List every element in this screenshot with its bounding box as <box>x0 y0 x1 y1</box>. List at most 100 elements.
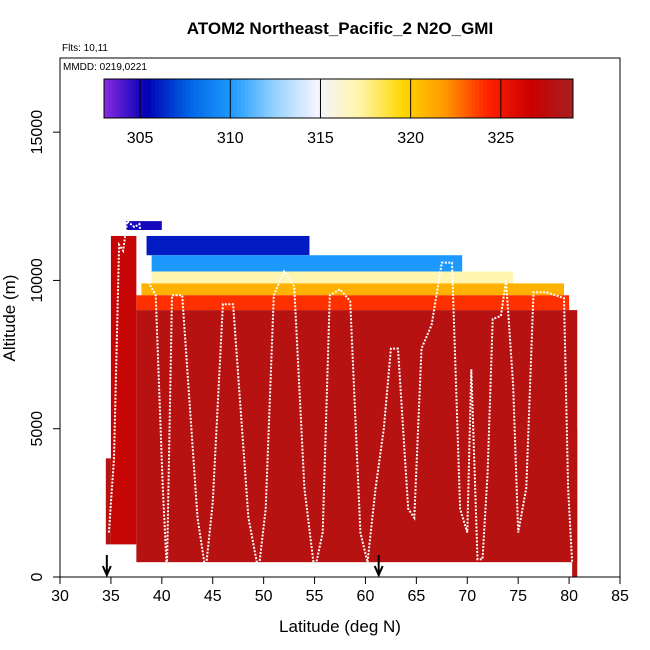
colorbar-segment <box>111 79 117 118</box>
colorbar-segment <box>541 79 547 118</box>
colorbar-tick-label: 320 <box>397 130 424 147</box>
marker-arrow-head <box>373 565 384 578</box>
field-layer <box>151 271 514 284</box>
flight-track-line <box>107 219 574 572</box>
colorbar-segment <box>154 79 160 118</box>
colorbar-segment <box>135 79 140 118</box>
colorbar-segment <box>115 79 121 118</box>
colorbar-segment <box>490 79 496 118</box>
colorbar-segment <box>107 79 113 118</box>
x-axis-label: Latitude (deg N) <box>279 617 401 636</box>
x-tick-label: 50 <box>255 588 273 605</box>
field-column <box>136 310 578 563</box>
colorbar-segment <box>322 79 328 118</box>
colorbar-segment <box>186 79 191 118</box>
colorbar-segment <box>291 79 297 118</box>
colorbar-segment <box>447 79 453 118</box>
colorbar-segment <box>205 79 211 118</box>
colorbar-segment <box>361 79 367 118</box>
colorbar-segment <box>526 79 531 118</box>
colorbar-segment <box>256 79 261 118</box>
y-tick-label: 15000 <box>29 110 46 155</box>
colorbar-tick-label: 310 <box>217 130 244 147</box>
colorbar-segment <box>346 79 351 118</box>
colorbar-segment <box>334 79 339 118</box>
colorbar-segment <box>549 79 554 118</box>
colorbar-segment <box>279 79 285 118</box>
colorbar-segment <box>565 79 570 118</box>
field-layer <box>136 295 570 311</box>
colorbar-segment <box>174 79 179 118</box>
colorbar-segment <box>369 79 375 118</box>
colorbar-segment <box>139 79 144 118</box>
y-axis-label: Altitude (m) <box>0 275 19 362</box>
colorbar-segment <box>451 79 457 118</box>
x-tick-label: 40 <box>153 588 171 605</box>
colorbar-segment <box>377 79 382 118</box>
colorbar-segment <box>463 79 468 118</box>
field-layer <box>141 283 565 296</box>
colorbar-segment <box>397 79 402 118</box>
colorbar-segment <box>416 79 422 118</box>
colorbar-segment <box>502 79 508 118</box>
colorbar-segment <box>440 79 445 118</box>
colorbar-segment <box>236 79 242 118</box>
colorbar-segment <box>533 79 539 118</box>
colorbar-segment <box>569 79 574 118</box>
colorbar-segment <box>221 79 226 118</box>
colorbar-segment <box>522 79 527 118</box>
colorbar-segment <box>283 79 289 118</box>
x-tick-label: 30 <box>51 588 69 605</box>
colorbar-segment <box>311 79 316 118</box>
colorbar-segment <box>146 79 152 118</box>
colorbar-segment <box>354 79 359 118</box>
colorbar-segment <box>518 79 523 118</box>
colorbar: 305 310 315 320 325 <box>103 78 574 147</box>
colorbar-segment <box>381 79 386 118</box>
x-tick-label: 75 <box>509 588 527 605</box>
colorbar-segment <box>412 79 418 118</box>
field-layer <box>151 255 463 272</box>
colorbar-segment <box>150 79 156 118</box>
colorbar-segment <box>225 79 230 118</box>
colorbar-segment <box>315 79 320 118</box>
colorbar-segment <box>260 79 265 118</box>
colorbar-tick-label: 305 <box>127 130 154 147</box>
colorbar-segment <box>244 79 250 118</box>
colorbar-segment <box>158 79 164 118</box>
colorbar-segment <box>170 79 175 118</box>
field-column <box>110 235 137 545</box>
colorbar-segment <box>178 79 183 118</box>
colorbar-tick-label: 325 <box>487 130 514 147</box>
colorbar-segment <box>189 79 195 118</box>
colorbar-segment <box>424 79 429 118</box>
y-tick-label: 10000 <box>29 258 46 303</box>
colorbar-segment <box>252 79 257 118</box>
colorbar-segment <box>342 79 347 118</box>
colorbar-segment <box>295 79 300 118</box>
colorbar-segment <box>326 79 332 118</box>
latitude-markers <box>101 555 384 578</box>
colorbar-segment <box>287 79 293 118</box>
colorbar-segment <box>248 79 254 118</box>
colorbar-segment <box>272 79 277 118</box>
colorbar-segment <box>299 79 304 118</box>
colorbar-segment <box>197 79 203 118</box>
colorbar-segment <box>444 79 449 118</box>
x-tick-label: 60 <box>357 588 375 605</box>
colorbar-segment <box>123 79 128 118</box>
colorbar-frame <box>103 78 574 119</box>
colorbar-segment <box>428 79 433 118</box>
colorbar-segment <box>307 79 312 118</box>
colorbar-segment <box>350 79 355 118</box>
colorbar-segment <box>553 79 558 118</box>
x-tick-label: 45 <box>204 588 222 605</box>
colorbar-segment <box>557 79 562 118</box>
colorbar-segment <box>365 79 371 118</box>
colorbar-segment <box>303 79 308 118</box>
colorbar-segment <box>494 79 500 118</box>
colorbar-segment <box>436 79 441 118</box>
colorbar-tick-label: 315 <box>307 130 334 147</box>
colorbar-segment <box>373 79 379 118</box>
